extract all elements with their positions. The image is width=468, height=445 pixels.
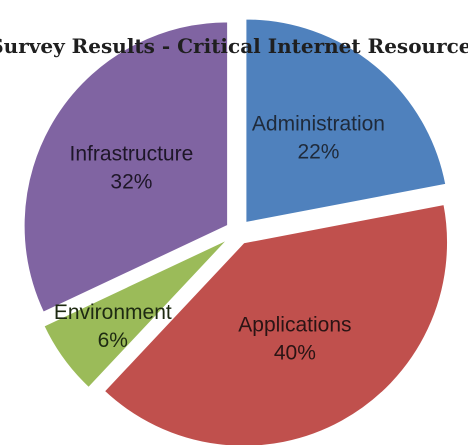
slice-value-administration: 22% — [297, 141, 339, 164]
pie-slices — [23, 18, 449, 445]
slice-label-applications: Applications — [238, 313, 351, 336]
pie-slice-applications — [103, 203, 449, 445]
pie-slice-environment — [42, 238, 229, 389]
slice-value-applications: 40% — [274, 341, 316, 364]
slice-labels: Administration 22% Applications 40% Environm… — [54, 113, 385, 365]
pie-slice-administration — [244, 18, 447, 224]
slice-value-infrastructure: 32% — [110, 170, 152, 193]
chart-title: Survey Results - Critical Internet Resou… — [0, 34, 468, 58]
slice-label-environment: Environment — [54, 301, 172, 324]
slice-label-administration: Administration — [252, 113, 385, 136]
slice-value-environment: 6% — [98, 329, 128, 352]
pie-slice-infrastructure — [23, 20, 229, 314]
slice-label-infrastructure: Infrastructure — [70, 142, 194, 165]
